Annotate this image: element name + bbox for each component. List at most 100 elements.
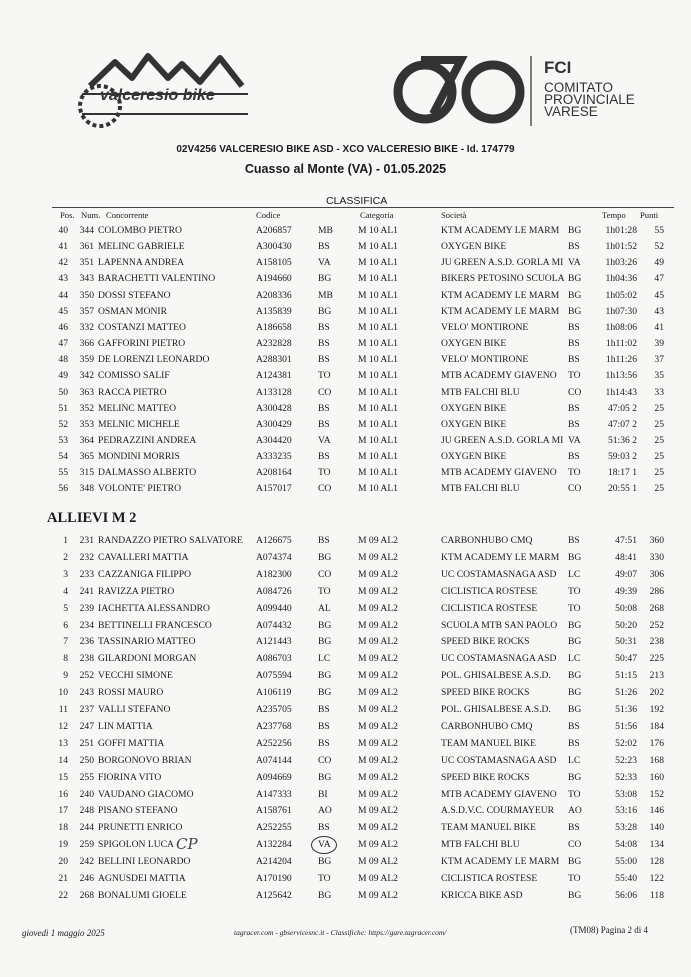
cell-points: 176: [649, 737, 664, 749]
cell-pos: 42: [58, 257, 68, 269]
cell-code: A158761: [256, 805, 292, 817]
cell-category: M 10 AL1: [358, 418, 398, 430]
fci-line: COMITATO: [544, 80, 613, 95]
cell-pos: 7: [63, 636, 68, 648]
cell-team: POL. GHISALBESE A.S.D.: [441, 670, 551, 682]
cell-pos: 8: [63, 653, 68, 665]
cell-name: ROSSI MAURO: [98, 687, 164, 699]
cell-team-prov: TO: [568, 467, 581, 479]
cell-category: M 10 AL1: [358, 402, 398, 414]
cell-code: A300428: [256, 402, 292, 414]
cell-pos: 2: [63, 551, 68, 563]
cell-name: RACCA PIETRO: [98, 386, 167, 398]
cell-pos: 54: [58, 451, 68, 463]
cell-category: M 09 AL2: [358, 551, 398, 563]
cell-prov: AO: [318, 805, 332, 817]
cell-category: M 10 AL1: [358, 257, 398, 269]
cell-num: 259: [79, 839, 94, 851]
cell-pos: 51: [58, 402, 68, 414]
cell-prov: LC: [318, 653, 331, 665]
cell-prov: BG: [318, 636, 332, 648]
cell-name: GILARDONI MORGAN: [98, 653, 197, 665]
cell-team-prov: BG: [568, 687, 582, 699]
cell-name: CAVALLERI MATTIA: [98, 551, 189, 563]
cell-pos: 53: [58, 434, 68, 446]
category-title: ALLIEVI M 2: [47, 510, 137, 526]
cell-time: 55:00: [615, 856, 637, 868]
cell-team-prov: BS: [568, 418, 580, 430]
section-title: CLASSIFICA: [326, 195, 388, 207]
cell-code: A124381: [256, 370, 292, 382]
cell-team-prov: LC: [568, 754, 581, 766]
cell-time: 1h13:56: [605, 370, 637, 382]
cell-pos: 17: [58, 805, 68, 817]
cell-team: KTM ACADEMY LE MARM: [441, 305, 560, 317]
cell-pos: 45: [58, 305, 68, 317]
cell-code: A300429: [256, 418, 292, 430]
cell-time: 1h14:43: [605, 386, 637, 398]
cell-prov: BS: [318, 720, 330, 732]
cell-name: BELLINI LEONARDO: [98, 856, 191, 868]
cell-prov: BS: [318, 822, 330, 834]
cell-code: A086703: [256, 653, 292, 665]
cell-name: MELNIC MICHELE: [98, 418, 180, 430]
cell-code: A084726: [256, 585, 292, 597]
cell-points: 37: [654, 354, 664, 366]
cell-name: COSTANZI MATTEO: [98, 321, 186, 333]
cell-team-prov: BG: [568, 305, 582, 317]
cell-time: 50:08: [615, 602, 637, 614]
cell-category: M 09 AL2: [358, 856, 398, 868]
cell-code: A208164: [256, 467, 292, 479]
cell-team-prov: BG: [568, 636, 582, 648]
cell-team-prov: BG: [568, 670, 582, 682]
cell-time: 56:06: [615, 889, 637, 901]
cell-pos: 52: [58, 418, 68, 430]
cell-team: CARBONHUBO CMQ: [441, 535, 533, 546]
cell-team-prov: BS: [568, 338, 580, 350]
cell-prov: BS: [318, 402, 330, 414]
col-pos: Pos.: [60, 210, 75, 220]
cell-prov: VA: [318, 257, 331, 269]
cell-code: A182300: [256, 568, 292, 580]
cell-num: 233: [79, 568, 94, 580]
cell-points: 25: [654, 451, 664, 463]
cell-team: UC COSTAMASNAGA ASD: [441, 653, 557, 665]
cell-team-prov: BG: [568, 273, 582, 285]
cell-team-prov: CO: [568, 386, 582, 398]
cell-prov: BG: [318, 889, 332, 901]
cell-category: M 10 AL1: [358, 273, 398, 285]
cell-points: 47: [654, 273, 664, 285]
cell-category: M 09 AL2: [358, 788, 398, 800]
cell-prov: BG: [318, 619, 332, 631]
cell-name: AGNUSDEI MATTIA: [98, 873, 186, 884]
cell-prov: CO: [318, 483, 332, 495]
cell-team: A.S.D.V.C. COURMAYEUR: [441, 805, 555, 817]
cell-team: KTM ACADEMY LE MARM: [441, 225, 560, 236]
cell-category: M 09 AL2: [358, 704, 398, 715]
cell-team: OXYGEN BIKE: [441, 451, 507, 463]
cell-time: 49:07: [615, 568, 637, 580]
cell-code: A074374: [256, 551, 292, 563]
cell-time: 1h07:30: [605, 305, 637, 317]
col-team: Società: [441, 210, 467, 220]
cell-num: 240: [79, 788, 94, 800]
cell-pos: 47: [58, 338, 68, 350]
cell-team-prov: CO: [568, 839, 582, 851]
cell-points: 146: [649, 805, 664, 817]
cell-prov: VA: [318, 434, 331, 446]
cell-num: 332: [79, 321, 94, 333]
cell-prov: MB: [318, 225, 333, 236]
cell-name: FIORINA VITO: [98, 771, 162, 783]
cell-prov: BS: [318, 321, 330, 333]
cell-category: M 09 AL2: [358, 636, 398, 648]
cell-prov: BS: [318, 451, 330, 463]
cell-pos: 5: [63, 602, 68, 614]
cell-category: M 09 AL2: [358, 822, 398, 834]
cell-code: A126675: [256, 535, 292, 546]
fci-line: VARESE: [544, 104, 598, 119]
cell-num: 351: [79, 257, 94, 269]
cell-team: CICLISTICA ROSTESE: [441, 585, 538, 597]
cell-time: 1h11:02: [605, 338, 637, 350]
cell-team: SCUOLA MTB SAN PAOLO: [441, 619, 558, 631]
cell-num: 363: [79, 386, 94, 398]
